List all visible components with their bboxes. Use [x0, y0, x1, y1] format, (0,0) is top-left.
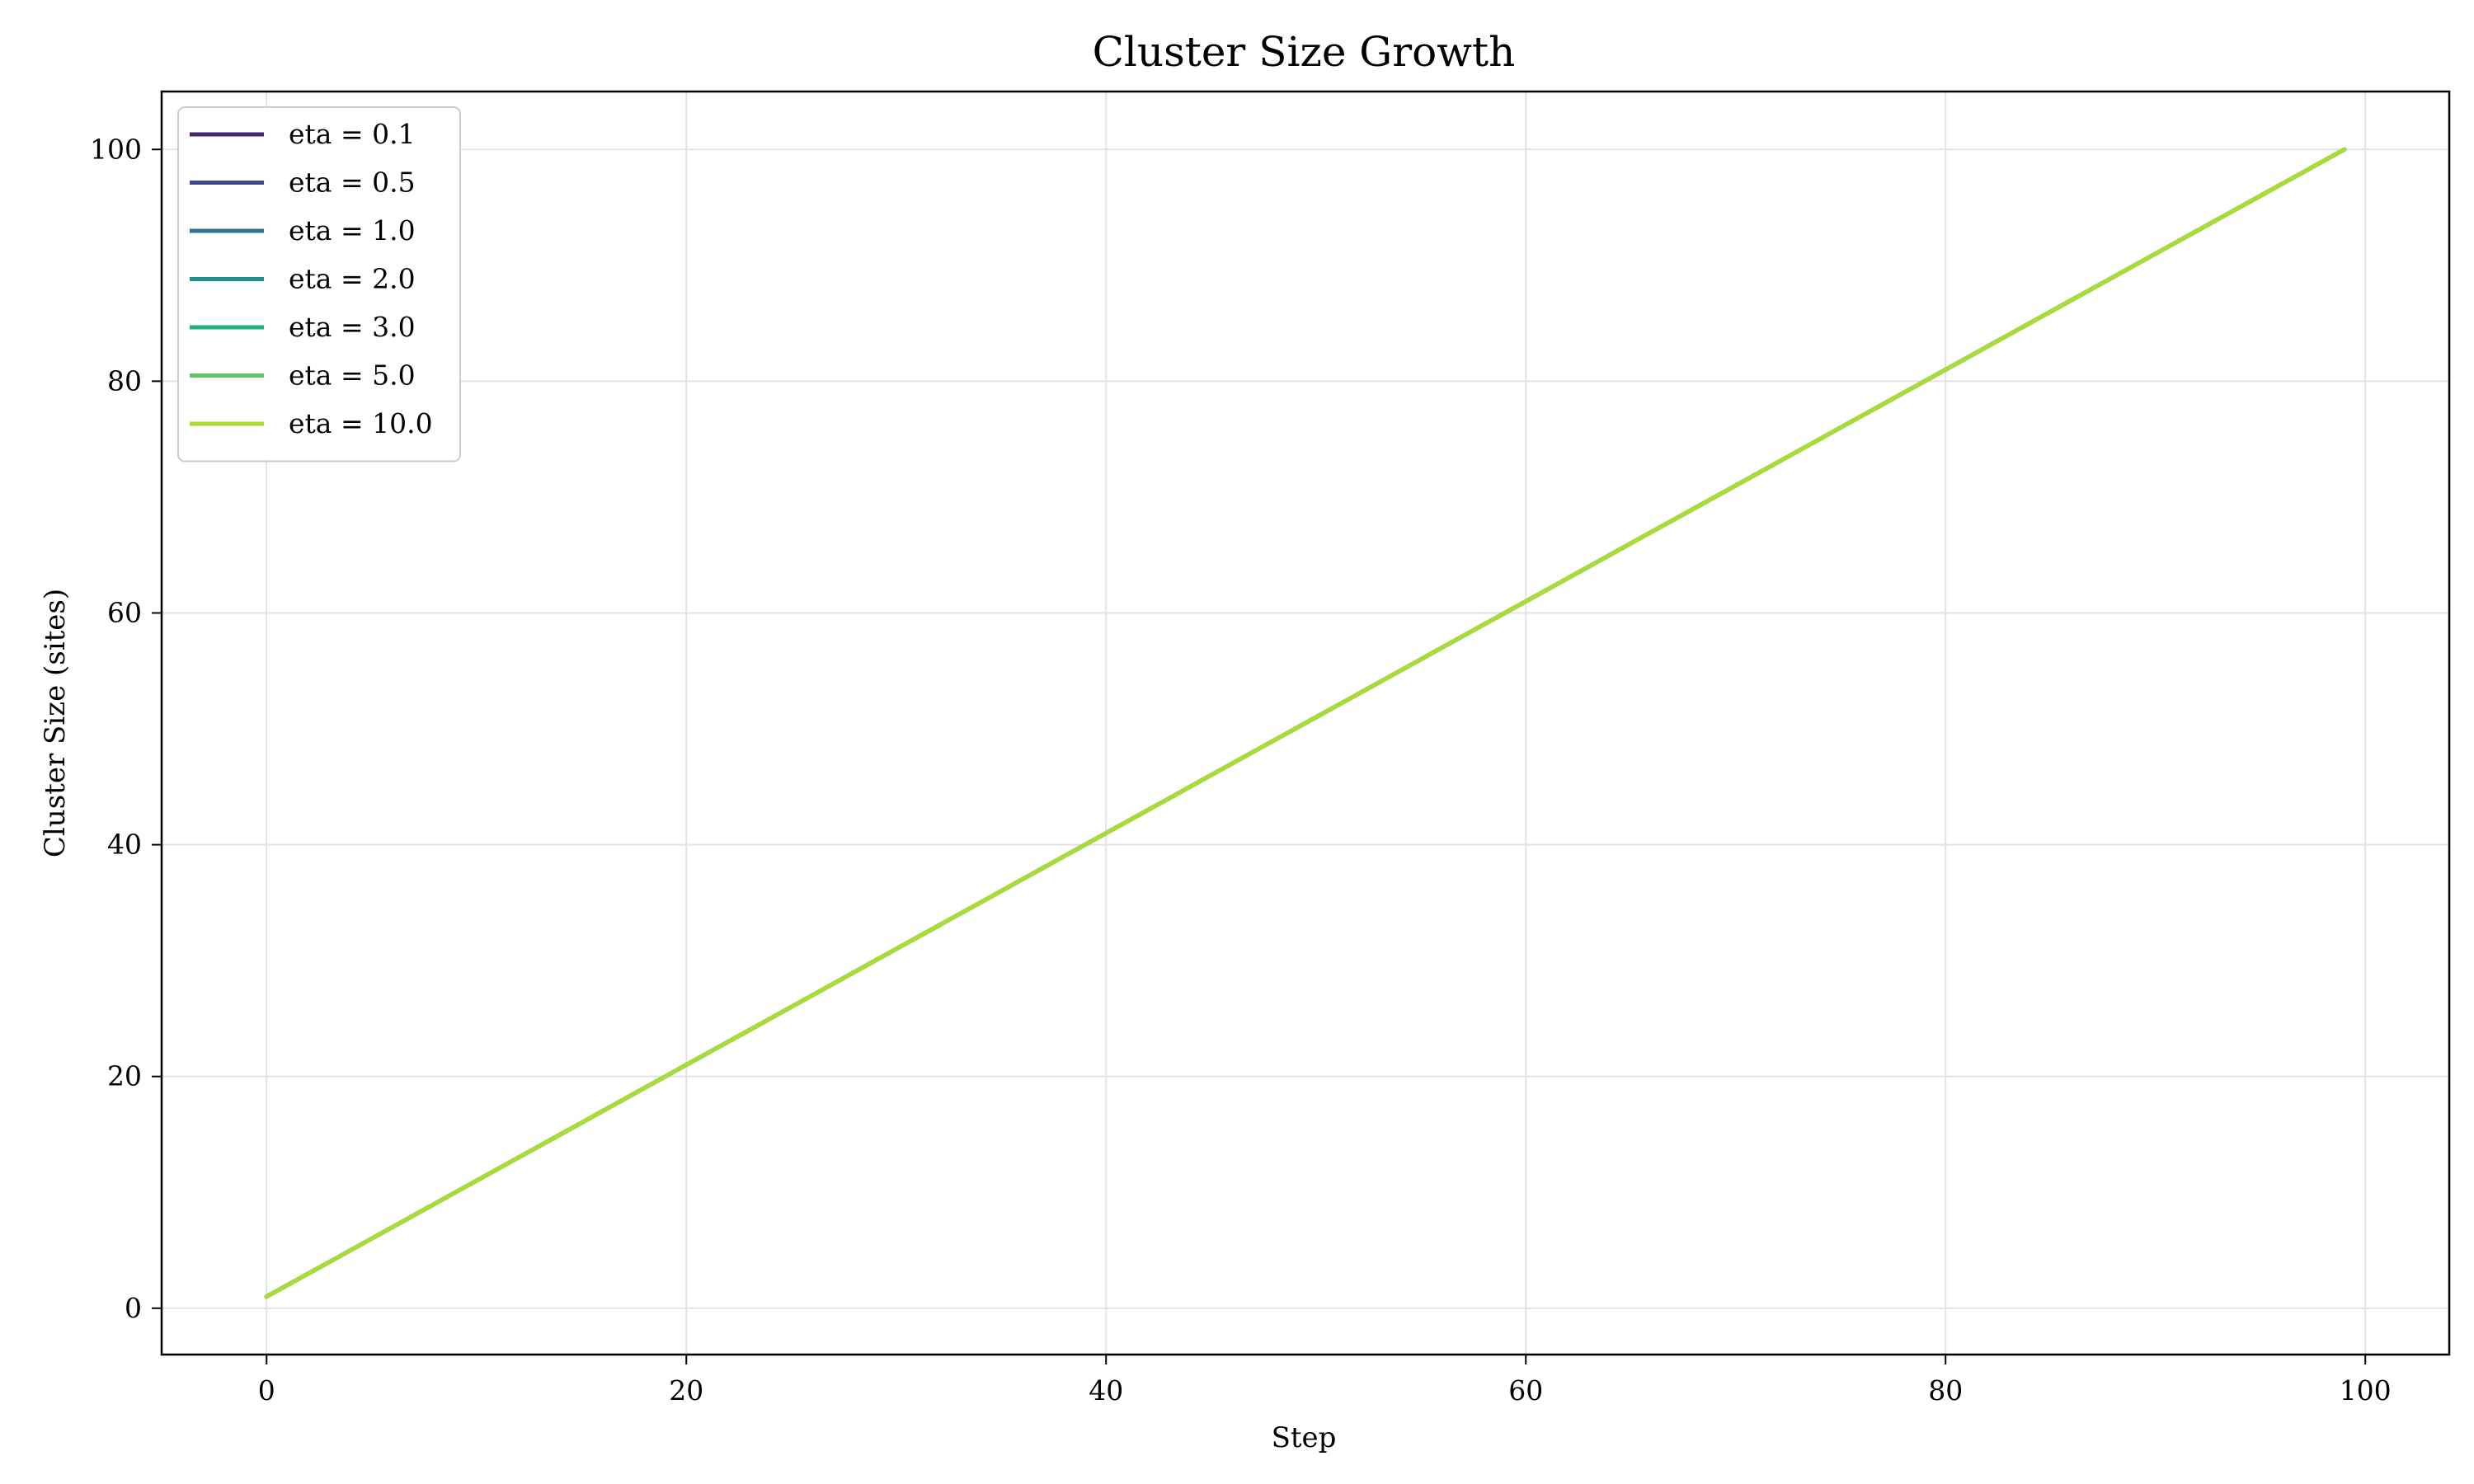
x-tick-label: 40 — [1089, 1374, 1123, 1407]
legend-label: eta = 0.1 — [289, 118, 416, 150]
legend-label: eta = 2.0 — [289, 263, 416, 295]
legend-label: eta = 0.5 — [289, 167, 416, 199]
x-axis: 0 20 40 60 80 100 — [258, 1355, 2392, 1407]
series-lines — [264, 147, 2347, 1299]
x-tick-label: 100 — [2340, 1374, 2392, 1407]
y-tick-label: 100 — [90, 133, 142, 165]
legend: eta = 0.1 eta = 0.5 eta = 1.0 eta = 2.0 eta … — [177, 106, 461, 463]
y-tick-label: 60 — [107, 596, 142, 628]
x-axis-label: Step — [1272, 1421, 1337, 1454]
x-tick-label: 20 — [669, 1374, 703, 1407]
x-tick-label: 60 — [1508, 1374, 1543, 1407]
y-tick-label: 0 — [125, 1292, 142, 1324]
legend-label: eta = 5.0 — [289, 359, 416, 392]
y-axis-label: Cluster Size (sites) — [39, 589, 72, 857]
legend-label: eta = 10.0 — [289, 407, 433, 439]
chart-title: Cluster Size Growth — [1093, 28, 1516, 76]
legend-box — [177, 106, 461, 463]
series-line-7 — [264, 147, 2347, 1299]
y-tick-label: 40 — [107, 829, 142, 861]
plot-frame — [160, 90, 2451, 1356]
grid — [162, 92, 2449, 1355]
x-tick-label: 0 — [258, 1374, 275, 1407]
legend-label: eta = 3.0 — [289, 311, 416, 343]
y-tick-label: 80 — [107, 364, 142, 397]
y-axis: 0 20 40 60 80 100 — [90, 133, 162, 1324]
x-tick-label: 80 — [1928, 1374, 1963, 1407]
y-tick-label: 20 — [107, 1060, 142, 1092]
legend-label: eta = 1.0 — [289, 214, 416, 247]
